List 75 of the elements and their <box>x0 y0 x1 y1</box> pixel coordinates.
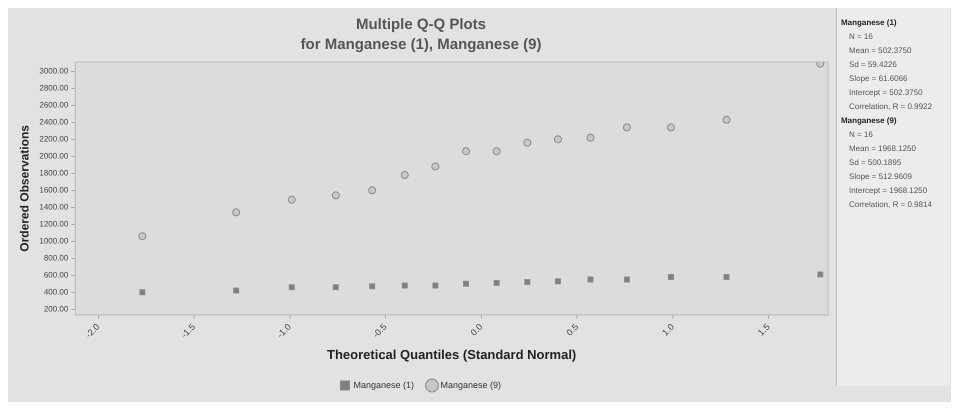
text: Mean = 502.3750 <box>848 45 912 57</box>
point <box>554 135 562 144</box>
text: Sd = 59.4226 <box>848 59 898 71</box>
point <box>492 147 501 156</box>
x-tick-label: 0.5 <box>564 322 580 338</box>
y-tick-label: 3000.00 <box>39 66 69 76</box>
point <box>524 279 530 286</box>
point <box>332 191 340 200</box>
y-tick-label: 2000.00 <box>39 152 69 161</box>
point <box>368 186 376 194</box>
point <box>622 123 631 132</box>
point <box>722 116 730 124</box>
point <box>463 280 469 287</box>
text: Correlation, R = 0.9922 <box>848 101 933 113</box>
y-tick-label: 1800.00 <box>39 168 69 178</box>
text: Correlation, R = 0.9814 <box>848 199 933 211</box>
y-tick-label: 1200.00 <box>39 220 69 229</box>
point <box>402 282 408 288</box>
text: Manganese (1) <box>841 17 898 29</box>
point <box>816 62 824 68</box>
y-tick-label: 2800.00 <box>39 84 69 93</box>
text: N = 16 <box>848 129 874 141</box>
text: Intercept = 1968.1250 <box>848 185 928 197</box>
text: Manganese (9) <box>841 115 898 127</box>
point <box>431 162 440 171</box>
chart-title: Multiple Q-Q Plots <box>356 16 486 34</box>
point <box>494 280 500 286</box>
point <box>586 134 595 142</box>
point <box>817 271 824 278</box>
x-tick-label: -1.5 <box>179 322 198 340</box>
x-tick-label: 1.0 <box>660 322 676 338</box>
y-tick-label: 2600.00 <box>39 100 69 110</box>
legend-label: Manganese (9) <box>440 380 502 390</box>
y-tick-label: 400.00 <box>44 287 69 296</box>
text: Sd = 500.1895 <box>848 157 902 169</box>
y-tick-label: 200.00 <box>44 304 69 314</box>
y-tick-label: 1000.00 <box>39 236 69 246</box>
x-tick-label: -1.0 <box>274 322 293 340</box>
point <box>588 276 594 283</box>
text: Intercept = 502.3750 <box>848 87 924 99</box>
y-tick-label: 800.00 <box>44 253 69 262</box>
x-axis-title: Theoretical Quantiles (Standard Normal) <box>327 346 576 362</box>
text: Mean = 1968.1250 <box>848 143 917 155</box>
x-tick-label: 1.5 <box>756 322 772 338</box>
point <box>369 283 376 290</box>
point <box>400 171 409 180</box>
y-tick-label: 2200.00 <box>39 134 69 144</box>
point <box>668 274 674 280</box>
point <box>624 276 630 283</box>
point <box>554 278 561 284</box>
chart-subtitle: for Manganese (1), Manganese (9) <box>300 36 542 54</box>
text: N = 16 <box>848 31 874 43</box>
y-tick-label: 2400.00 <box>39 118 69 127</box>
point <box>666 123 675 132</box>
y-tick-label: 1600.00 <box>39 186 69 195</box>
point <box>139 289 146 296</box>
point <box>332 284 339 290</box>
point <box>724 274 730 280</box>
point <box>288 196 296 204</box>
y-axis-title: Ordered Observations <box>18 124 32 252</box>
x-tick-label: -2.0 <box>83 322 102 340</box>
text: Slope = 512.9609 <box>848 171 913 183</box>
point <box>523 138 532 147</box>
point <box>462 147 470 156</box>
point <box>233 288 240 294</box>
point <box>288 284 295 290</box>
y-tick-label: 1400.00 <box>39 202 69 212</box>
x-tick-label: -0.5 <box>370 322 389 340</box>
x-tick-label: 0.0 <box>468 322 485 338</box>
y-tick-label: 600.00 <box>44 270 69 280</box>
point <box>138 232 146 240</box>
text: Slope = 61.6066 <box>848 73 908 85</box>
point <box>232 208 240 216</box>
point <box>432 282 438 288</box>
legend-label: Manganese (1) <box>353 380 414 390</box>
